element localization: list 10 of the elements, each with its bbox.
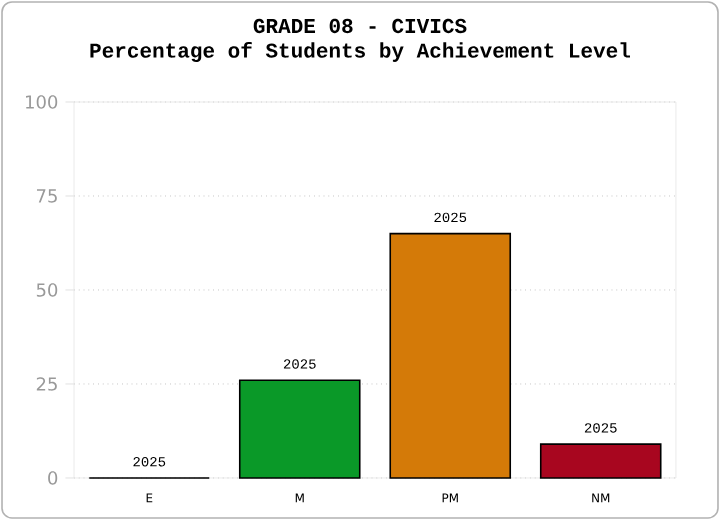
y-tick-label: 50 bbox=[36, 283, 58, 297]
bar bbox=[539, 443, 662, 479]
y-tick-label: 75 bbox=[36, 189, 57, 203]
bar bbox=[238, 379, 361, 479]
y-tick-label: 0 bbox=[48, 471, 58, 485]
chart-title: GRADE 08 - CIVICS bbox=[253, 18, 467, 34]
bar bbox=[389, 232, 512, 479]
y-tick-label: 25 bbox=[36, 377, 57, 391]
chart-subtitle: Percentage of Students by Achievement Level bbox=[90, 42, 630, 62]
y-tick-label: 100 bbox=[26, 95, 58, 109]
